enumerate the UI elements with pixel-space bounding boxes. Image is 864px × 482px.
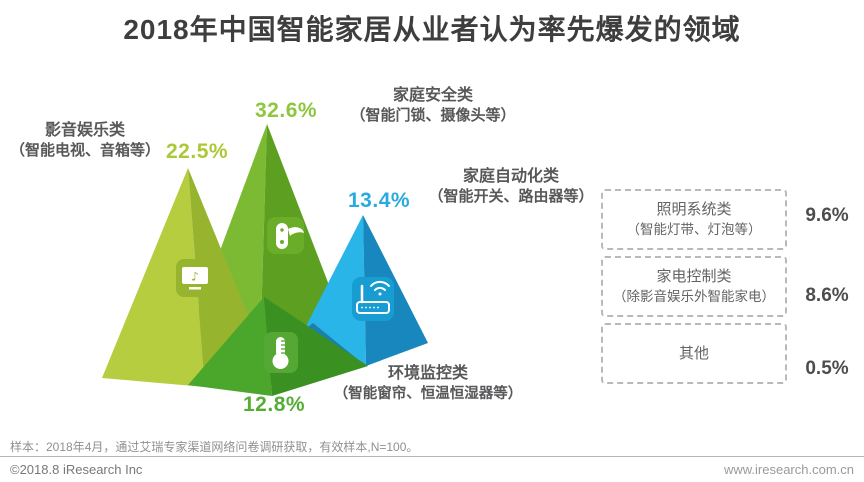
mountain-automation-light-face [304,215,366,366]
mountain-environment-light-face [188,297,272,396]
mountain-entertainment-light-face [102,168,205,387]
label-environment-detail: （智能窗帘、恒温恒湿器等） [333,386,523,402]
percent-other: 0.5% [805,358,849,379]
door-lock-icon [267,217,304,254]
label-automation-detail: （智能开关、路由器等） [428,188,594,205]
mountain-automation-dark-face [363,215,428,366]
website-url: www.iresearch.com.cn [723,462,854,477]
label-security-name: 家庭安全类 [392,87,473,104]
page-title: 2018年中国智能家居从业者认为率先爆发的领域 [123,14,741,45]
percent-environment: 12.8% [243,393,306,416]
percent-automation: 13.4% [348,189,411,212]
mountain-environment [188,297,368,396]
label-environment-name: 环境监控类 [387,365,468,382]
percent-lighting: 9.6% [805,205,849,226]
copyright-text: ©2018.8 iResearch Inc [10,462,143,477]
box-appliance-detail: （除影音娱乐外智能家电） [613,289,775,304]
svg-text:♪: ♪ [191,270,199,284]
label-entertainment-detail: （智能电视、音箱等） [9,142,160,159]
label-security-detail: （智能门锁、摄像头等） [350,107,516,124]
box-other-name: 其他 [678,344,709,362]
thermometer-icon [264,332,298,373]
box-appliance-name: 家电控制类 [656,268,732,285]
tv-music-icon: ♪ [176,259,214,297]
sample-note: 样本：2018年4月，通过艾瑞专家渠道网络问卷调研获取，有效样本,N=100。 [10,440,419,454]
label-security: 家庭安全类 （智能门锁、摄像头等） [348,86,518,126]
percent-appliance: 8.6% [805,285,849,306]
box-lighting-name: 照明系统类 [656,201,732,218]
label-automation-name: 家庭自动化类 [462,168,559,185]
label-environment: 环境监控类 （智能窗帘、恒温恒湿器等） [320,364,536,404]
percent-security: 32.6% [255,99,318,122]
footer-divider [0,456,864,457]
box-other: 其他 [601,323,787,384]
box-lighting: 照明系统类 （智能灯带、灯泡等） [601,189,787,250]
percent-entertainment: 22.5% [166,140,229,163]
label-entertainment-name: 影音娱乐类 [44,122,125,139]
box-lighting-detail: （智能灯带、灯泡等） [626,222,762,237]
label-automation: 家庭自动化类 （智能开关、路由器等） [426,167,596,207]
label-entertainment: 影音娱乐类 （智能电视、音箱等） [1,121,169,161]
router-wifi-icon [352,277,394,321]
box-appliance: 家电控制类 （除影音娱乐外智能家电） [601,256,787,317]
